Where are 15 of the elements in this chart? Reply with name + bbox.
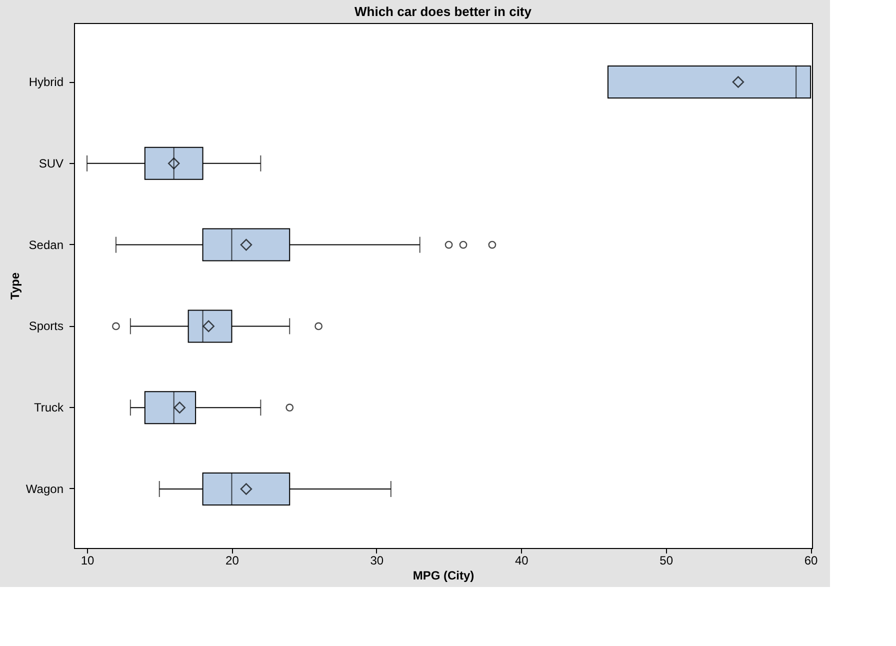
x-tick-label: 10 <box>80 554 95 568</box>
y-tick-label: Sports <box>28 319 64 334</box>
x-tick-label: 30 <box>370 554 384 568</box>
y-axis-title: Type <box>8 272 22 300</box>
x-tick-label: 20 <box>226 554 240 568</box>
x-axis-title: MPG (City) <box>412 568 474 582</box>
y-tick-label: Sedan <box>28 238 64 252</box>
y-tick-label: Hybrid <box>28 75 64 90</box>
y-tick-label: Truck <box>34 400 64 415</box>
x-tick-label: 40 <box>514 554 529 568</box>
x-tick-label: 50 <box>660 554 674 568</box>
x-tick-label: 60 <box>804 554 818 568</box>
y-tick-label: Wagon <box>26 482 64 496</box>
y-tick-label: SUV <box>38 156 64 170</box>
chart-title: Which car does better in city <box>354 4 532 19</box>
